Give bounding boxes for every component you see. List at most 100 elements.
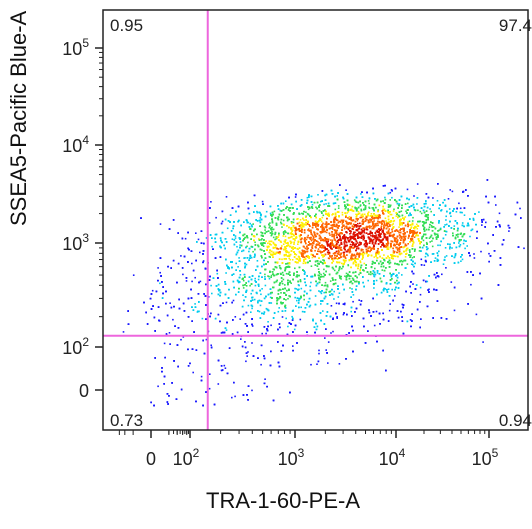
data-point (308, 206, 311, 209)
data-point (306, 331, 308, 333)
data-point (383, 269, 386, 272)
data-point (158, 319, 160, 322)
data-point (324, 337, 326, 339)
data-point (299, 318, 302, 321)
data-point (427, 196, 430, 199)
data-point (420, 318, 422, 320)
data-point (285, 231, 287, 234)
data-point (226, 264, 228, 267)
data-point (308, 305, 311, 308)
data-point (436, 300, 439, 302)
data-point (217, 283, 220, 286)
data-point (336, 317, 338, 319)
data-point (502, 239, 505, 241)
data-point (309, 285, 311, 288)
data-point (231, 207, 234, 209)
data-point (172, 259, 175, 262)
data-point (356, 280, 358, 283)
data-point (234, 235, 237, 237)
data-point (283, 292, 285, 294)
data-point (338, 363, 341, 365)
data-point (288, 322, 291, 324)
data-point (324, 209, 326, 211)
data-point (216, 272, 219, 275)
data-point (435, 289, 438, 291)
data-point (429, 208, 431, 210)
data-point (263, 225, 266, 228)
data-point (157, 306, 160, 308)
data-point (422, 279, 425, 282)
data-point (340, 275, 342, 278)
data-point (354, 280, 356, 283)
data-point (181, 237, 184, 240)
data-point (276, 299, 279, 301)
data-point (271, 211, 274, 214)
data-point (250, 300, 252, 302)
data-point (292, 349, 294, 352)
data-point (347, 264, 349, 266)
data-point (327, 341, 330, 343)
data-point (475, 223, 477, 226)
data-point (361, 196, 364, 198)
data-point (224, 218, 227, 221)
data-point (372, 207, 375, 209)
data-point (208, 279, 211, 281)
data-point (242, 284, 244, 287)
data-point (376, 340, 378, 343)
data-point (296, 274, 298, 276)
data-point (264, 257, 267, 259)
data-point (322, 259, 324, 261)
data-point (166, 314, 169, 317)
data-point (319, 276, 322, 278)
data-point (258, 239, 261, 241)
data-point (282, 274, 285, 276)
data-point (454, 236, 457, 239)
data-point (339, 266, 341, 268)
data-point (225, 301, 228, 304)
data-point (271, 271, 274, 273)
data-point (391, 288, 393, 291)
data-point (412, 272, 415, 275)
data-point (321, 300, 324, 302)
data-point (437, 230, 439, 232)
data-point (220, 239, 222, 242)
data-point (202, 339, 204, 342)
data-point (352, 278, 355, 281)
data-point (212, 248, 214, 250)
data-point (261, 288, 263, 290)
data-point (473, 253, 475, 255)
data-point (337, 285, 339, 287)
data-point (315, 206, 317, 209)
data-point (308, 194, 310, 196)
data-point (197, 238, 200, 241)
data-point (352, 294, 355, 296)
data-point (411, 248, 414, 250)
data-point (440, 317, 443, 319)
data-point (218, 289, 221, 291)
data-point (442, 201, 444, 204)
data-point (308, 297, 311, 300)
data-point (245, 291, 247, 293)
data-point (383, 258, 385, 261)
data-point (127, 310, 129, 312)
data-point (429, 241, 431, 243)
data-point (214, 237, 216, 240)
data-point (284, 269, 286, 272)
data-point (268, 275, 270, 278)
data-point (219, 294, 221, 297)
data-point (200, 242, 203, 244)
data-point (245, 285, 248, 287)
data-point (363, 208, 365, 211)
data-point (208, 387, 211, 390)
data-point (202, 250, 205, 252)
data-point (425, 260, 427, 263)
data-point (343, 303, 346, 306)
data-point (318, 290, 320, 292)
data-point (424, 255, 427, 258)
data-point (257, 301, 259, 304)
data-point (425, 219, 428, 221)
data-point (487, 242, 489, 245)
data-point (292, 221, 295, 224)
data-point (245, 289, 248, 292)
data-point (352, 350, 354, 353)
